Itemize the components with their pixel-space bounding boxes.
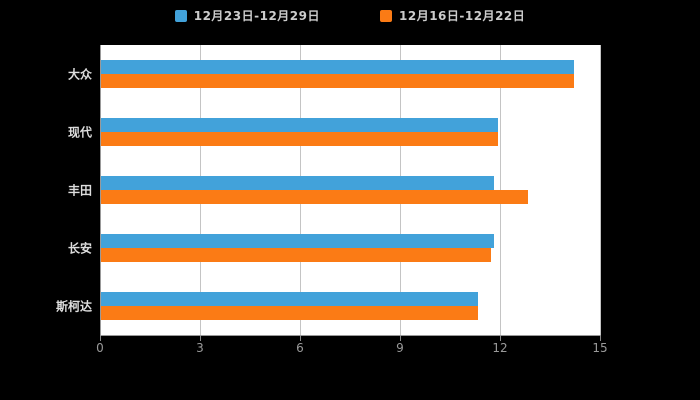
y-axis-labels: 大众现代丰田长安斯柯达 [0,45,92,335]
bar-丰田-series-0 [101,176,495,190]
bar-现代-series-1 [101,132,498,146]
bar-大众-series-0 [101,60,575,74]
x-axis-ticks [100,336,601,341]
x-tick-label: 15 [592,341,608,355]
y-axis-label: 现代 [67,125,92,140]
bar-斯柯达-series-1 [101,306,478,320]
plot-area [100,45,601,336]
bar-现代-series-0 [101,118,498,132]
legend-item-1[interactable]: 12月16日-12月22日 [380,7,525,24]
x-axis-labels: 0 3 6 9 12 15 [96,341,607,361]
x-tick-label: 0 [96,341,104,355]
legend-swatch-icon [174,9,187,22]
bar-丰田-series-1 [101,190,528,204]
legend-label: 12月16日-12月22日 [399,9,526,23]
legend-swatch-icon [380,9,392,22]
y-axis-label: 大众 [67,67,92,82]
x-tick-label: 12 [492,341,508,355]
y-axis-label: 斯柯达 [55,299,92,314]
bar-大众-series-1 [101,74,575,88]
x-tick-label: 3 [196,341,204,355]
x-axis-tick [400,336,401,341]
legend-label: 12月23日-12月29日 [193,9,320,23]
legend-item-0[interactable]: 12月23日-12月29日 [174,7,320,24]
x-axis-tick [600,336,601,341]
x-axis-tick [100,336,101,341]
gridline-x-15 [600,45,601,335]
bar-长安-series-0 [101,234,495,248]
x-axis-tick [200,336,201,341]
x-tick-label: 6 [296,341,304,355]
bar-斯柯达-series-0 [101,292,478,306]
y-axis-label: 长安 [67,241,92,256]
y-axis-label: 丰田 [67,183,92,198]
x-tick-label: 9 [396,341,404,355]
chart-legend: 12月23日-12月29日 12月16日-12月22日 [0,7,700,24]
x-axis-tick [500,336,501,341]
x-axis-tick [300,336,301,341]
bar-长安-series-1 [101,248,491,262]
